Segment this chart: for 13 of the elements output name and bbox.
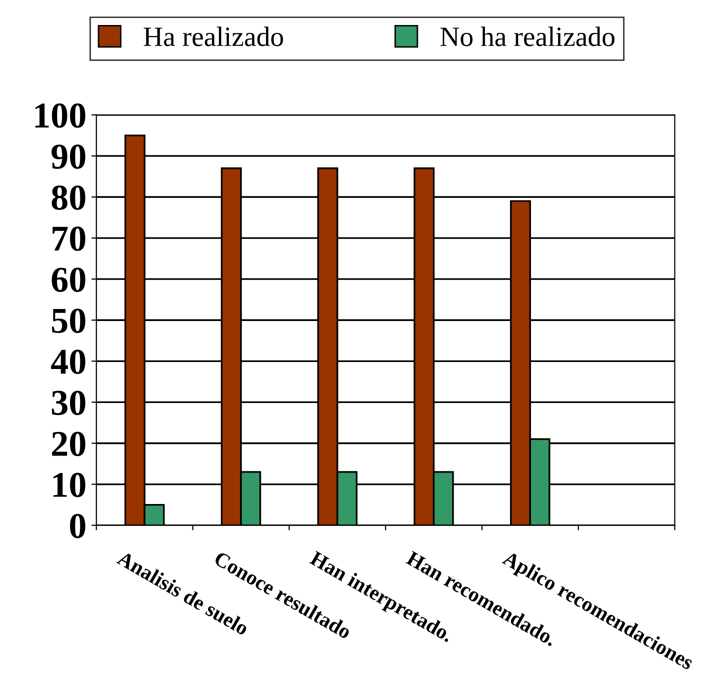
y-tick-label: 40 — [51, 350, 86, 374]
y-tick-label: 50 — [52, 308, 86, 333]
legend-label: No ha realizado — [440, 26, 614, 46]
y-tick-label: 100 — [35, 103, 86, 128]
legend-label: Ha realizado — [144, 26, 284, 46]
y-tick-label: 0 — [70, 514, 86, 538]
y-tick-label: 90 — [52, 144, 86, 169]
y-tick-label: 80 — [52, 186, 86, 210]
y-tick-label: 30 — [52, 390, 86, 416]
y-tick-label: 70 — [52, 226, 86, 251]
y-tick-label: 60 — [52, 268, 86, 292]
y-tick-label: 20 — [52, 432, 86, 456]
y-tick-label: 10 — [53, 472, 86, 498]
